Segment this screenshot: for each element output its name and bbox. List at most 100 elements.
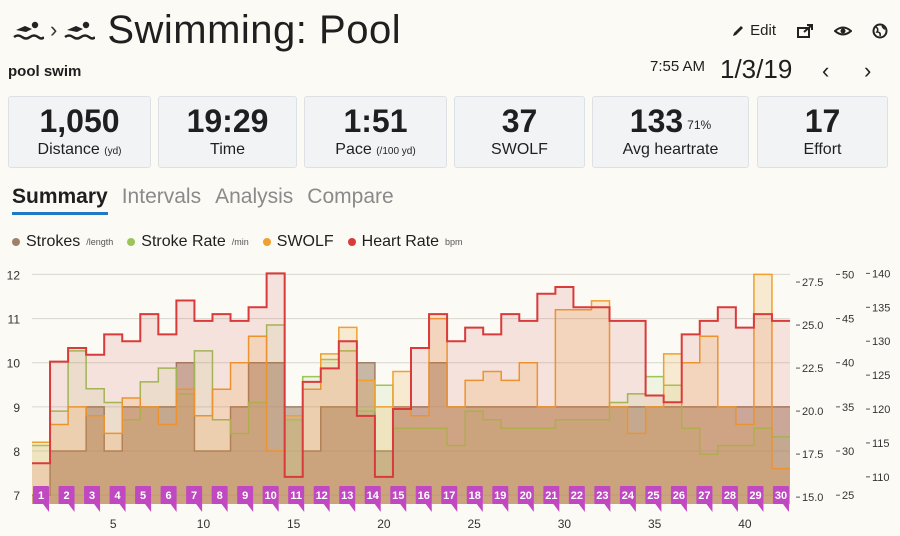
lap-marker [211, 486, 228, 504]
lap-marker [390, 486, 407, 504]
lap-marker-tail [247, 504, 254, 512]
y-tick-label-stroke-rate: 20.0 [802, 406, 823, 418]
lap-marker [645, 486, 662, 504]
lap-marker-tail [94, 504, 101, 512]
previous-activity-button[interactable]: ‹ [822, 58, 830, 83]
legend-unit: /length [86, 237, 114, 247]
lap-marker-tail [170, 504, 177, 512]
stat-pace: 1:51 Pace (/100 yd) [304, 96, 447, 168]
lap-marker [415, 486, 432, 504]
globe-icon[interactable] [872, 23, 888, 39]
lap-marker-label: 9 [242, 490, 248, 502]
x-tick-label: 35 [648, 517, 662, 531]
lap-marker-tail [374, 504, 381, 512]
lap-marker [262, 486, 279, 504]
stat-value: 1,050 [39, 103, 120, 139]
stat-label: Distance [37, 141, 100, 158]
lap-marker [670, 486, 687, 504]
lap-marker-tail [578, 504, 585, 512]
series-area-stroke-rate [32, 325, 790, 504]
lap-marker-tail [527, 504, 534, 512]
lap-marker [543, 486, 560, 504]
lap-marker-label: 30 [775, 490, 787, 502]
y-tick-label-strokes: 11 [8, 313, 21, 327]
pencil-icon [733, 25, 744, 36]
y-tick-label-heart-rate: 125 [872, 370, 890, 382]
legend-label: SWOLF [276, 233, 334, 250]
tab-compare[interactable]: Compare [307, 185, 394, 208]
lap-marker [364, 486, 381, 504]
lap-marker-label: 13 [341, 490, 353, 502]
stat-swolf: 37 SWOLF [454, 96, 585, 168]
legend-label: Strokes [26, 233, 81, 250]
y-tick-label-swolf: 40 [842, 358, 854, 370]
swimmer-icon[interactable] [12, 18, 44, 42]
lap-marker-tail [553, 504, 560, 512]
lap-marker [288, 486, 305, 504]
lap-marker-tail [323, 504, 330, 512]
lap-marker-tail [68, 504, 75, 512]
lap-marker-label: 1 [38, 490, 44, 502]
lap-marker-label: 29 [749, 490, 761, 502]
lap-marker-tail [731, 504, 738, 512]
lap-marker-tail [400, 504, 407, 512]
y-tick-label-stroke-rate: 17.5 [802, 449, 823, 461]
legend-swatch [127, 238, 136, 246]
lap-marker-label: 12 [316, 490, 328, 502]
tab-intervals[interactable]: Intervals [121, 185, 202, 208]
lap-marker-label: 18 [469, 490, 481, 502]
y-tick-label-heart-rate: 120 [872, 404, 890, 416]
stat-value: 1:51 [343, 103, 408, 139]
legend-item-swolf[interactable]: SWOLF [262, 233, 334, 251]
legend-item-heart-rate[interactable]: Heart Rate bpm [347, 233, 463, 251]
lap-marker [441, 486, 458, 504]
edit-button[interactable]: Edit [731, 22, 776, 39]
lap-marker-label: 24 [622, 490, 635, 502]
stat-label: Avg heartrate [622, 141, 719, 158]
lap-marker [594, 486, 611, 504]
y-tick-label-strokes: 7 [13, 489, 20, 503]
legend-item-strokes[interactable]: Strokes /length [12, 233, 113, 251]
swimmer-icon[interactable] [63, 18, 96, 42]
stat-avg-heartrate: 133 71% Avg heartrate [592, 96, 749, 168]
y-tick-label-heart-rate: 135 [872, 302, 890, 314]
lap-marker-tail [43, 504, 50, 512]
stat-percent: 71% [687, 118, 712, 132]
lap-marker [772, 486, 789, 504]
lap-marker [696, 486, 713, 504]
x-tick-label: 40 [738, 517, 752, 531]
lap-marker [339, 486, 356, 504]
x-tick-label: 10 [197, 517, 211, 531]
legend-swatch [347, 238, 356, 246]
tab-analysis[interactable]: Analysis [215, 185, 294, 208]
lap-marker-label: 26 [673, 490, 685, 502]
lap-marker-tail [680, 504, 687, 512]
lap-marker-label: 22 [571, 490, 583, 502]
eye-toggle-icon[interactable] [834, 23, 852, 39]
lap-marker-label: 28 [724, 490, 736, 502]
lap-marker-label: 19 [494, 490, 506, 502]
next-activity-button[interactable]: › [864, 58, 872, 83]
tab-summary[interactable]: Summary [12, 185, 108, 215]
x-tick-label: 25 [467, 517, 481, 531]
share-icon[interactable] [796, 23, 814, 39]
lap-marker-label: 23 [596, 490, 608, 502]
y-tick-label-swolf: 35 [842, 402, 854, 414]
lap-marker-label: 4 [115, 490, 122, 502]
lap-marker [466, 486, 483, 504]
lap-marker-tail [221, 504, 228, 512]
legend-unit: bpm [445, 237, 463, 247]
legend-item-stroke-rate[interactable]: Stroke Rate /min [127, 233, 249, 251]
stat-unit: (yd) [104, 146, 122, 157]
lap-marker [186, 486, 203, 504]
lap-marker-tail [757, 504, 764, 512]
y-tick-label-stroke-rate: 15.0 [802, 492, 823, 504]
lap-marker [109, 486, 126, 504]
lap-marker-label: 15 [392, 490, 404, 502]
lap-marker-label: 16 [418, 490, 430, 502]
y-tick-label-swolf: 25 [842, 490, 854, 502]
stat-label: Pace [335, 141, 372, 158]
page-title: Swimming: Pool [107, 7, 402, 52]
lap-marker-tail [119, 504, 126, 512]
